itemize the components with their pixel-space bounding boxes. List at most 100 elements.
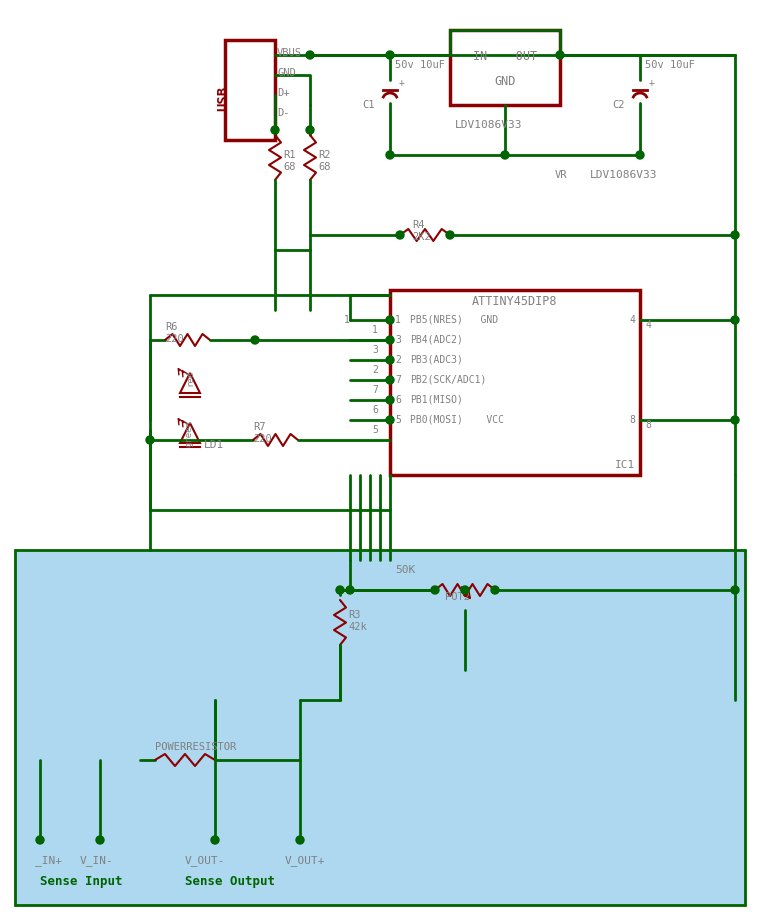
Text: USB: USB: [216, 86, 230, 111]
Text: R2: R2: [318, 150, 331, 160]
Text: LDV1086V33: LDV1086V33: [455, 120, 522, 130]
Text: R4: R4: [412, 220, 425, 230]
Circle shape: [336, 586, 344, 594]
Circle shape: [461, 586, 469, 594]
Circle shape: [386, 336, 394, 344]
Text: 6: 6: [395, 395, 401, 405]
Text: 7: 7: [372, 385, 378, 395]
Circle shape: [296, 836, 304, 844]
Text: GND: GND: [494, 75, 516, 88]
Text: V_OUT+: V_OUT+: [285, 855, 326, 866]
Circle shape: [386, 356, 394, 364]
Text: R3: R3: [348, 610, 360, 620]
Circle shape: [346, 586, 354, 594]
Text: GND: GND: [277, 68, 296, 78]
Circle shape: [36, 836, 44, 844]
Text: VR: VR: [555, 170, 568, 180]
Text: POWERRESISTOR: POWERRESISTOR: [155, 742, 236, 752]
Text: 50v 10uF: 50v 10uF: [645, 60, 695, 70]
Circle shape: [431, 586, 439, 594]
Circle shape: [501, 151, 509, 159]
Text: 50K: 50K: [395, 565, 416, 575]
Text: C1: C1: [363, 100, 375, 110]
Text: D+: D+: [277, 88, 289, 98]
Text: 68: 68: [283, 162, 295, 172]
Circle shape: [556, 51, 564, 59]
Text: 68: 68: [318, 162, 331, 172]
Circle shape: [491, 586, 499, 594]
Text: 1: 1: [395, 315, 401, 325]
Circle shape: [306, 51, 314, 59]
Circle shape: [446, 231, 454, 239]
Text: +: +: [399, 78, 405, 88]
Circle shape: [731, 416, 739, 424]
Text: 3: 3: [395, 335, 401, 345]
Text: 50v 10uF: 50v 10uF: [395, 60, 445, 70]
Text: green: green: [185, 420, 194, 447]
Text: 5: 5: [395, 415, 401, 425]
Text: D-: D-: [277, 108, 289, 118]
Text: PB0(MOSI)    VCC: PB0(MOSI) VCC: [410, 415, 504, 425]
Circle shape: [386, 376, 394, 384]
Circle shape: [146, 436, 154, 444]
Text: 1: 1: [372, 325, 378, 335]
Bar: [390, 290, 640, 475]
Text: V_OUT-: V_OUT-: [185, 855, 226, 866]
Circle shape: [386, 416, 394, 424]
Text: 220: 220: [253, 434, 272, 444]
Text: 3: 3: [372, 345, 378, 355]
Text: red: red: [185, 370, 194, 386]
Text: 7: 7: [395, 375, 401, 385]
Circle shape: [386, 51, 394, 59]
Circle shape: [731, 316, 739, 324]
Circle shape: [386, 151, 394, 159]
Text: C2: C2: [612, 100, 625, 110]
Text: V_IN-: V_IN-: [80, 855, 114, 866]
Text: IC1: IC1: [615, 460, 635, 470]
Text: 6: 6: [372, 405, 378, 415]
Text: ATTINY45DIP8: ATTINY45DIP8: [472, 295, 558, 308]
Text: 42k: 42k: [348, 622, 366, 632]
Text: PB3(ADC3): PB3(ADC3): [410, 355, 463, 365]
Bar: [225, 40, 275, 140]
Text: R6: R6: [165, 322, 177, 332]
Circle shape: [731, 586, 739, 594]
Bar: [15, 550, 745, 905]
Text: 8: 8: [645, 420, 651, 430]
Text: IN    OUT: IN OUT: [473, 50, 537, 63]
Text: POT2: POT2: [445, 592, 470, 602]
Text: Sense Output: Sense Output: [185, 875, 275, 888]
Circle shape: [396, 231, 404, 239]
Text: Sense Input: Sense Input: [40, 875, 123, 888]
Circle shape: [96, 836, 104, 844]
Circle shape: [251, 336, 259, 344]
Text: R1: R1: [283, 150, 295, 160]
Circle shape: [731, 231, 739, 239]
Circle shape: [306, 126, 314, 134]
Text: LDV1086V33: LDV1086V33: [590, 170, 658, 180]
Bar: [450, 30, 560, 105]
Text: +: +: [649, 78, 655, 88]
Text: 5: 5: [372, 425, 378, 435]
Circle shape: [636, 151, 644, 159]
Text: 4: 4: [629, 315, 635, 325]
Text: PB1(MISO): PB1(MISO): [410, 395, 463, 405]
Text: _IN+: _IN+: [35, 855, 62, 866]
Text: 220: 220: [165, 334, 184, 344]
Text: 2: 2: [372, 365, 378, 375]
Circle shape: [386, 316, 394, 324]
Text: LD1: LD1: [204, 440, 224, 450]
Text: PB5(NRES)   GND: PB5(NRES) GND: [410, 315, 498, 325]
Text: VBUS: VBUS: [277, 48, 302, 58]
Text: 8: 8: [629, 415, 635, 425]
Circle shape: [386, 396, 394, 404]
Text: PB4(ADC2): PB4(ADC2): [410, 335, 463, 345]
Circle shape: [271, 126, 279, 134]
Text: 4: 4: [645, 320, 651, 330]
Text: 1: 1: [344, 315, 350, 325]
Circle shape: [211, 836, 219, 844]
Text: R7: R7: [253, 422, 266, 432]
Text: 2K2: 2K2: [412, 232, 431, 242]
Text: PB2(SCK/ADC1): PB2(SCK/ADC1): [410, 375, 487, 385]
Text: 2: 2: [395, 355, 401, 365]
